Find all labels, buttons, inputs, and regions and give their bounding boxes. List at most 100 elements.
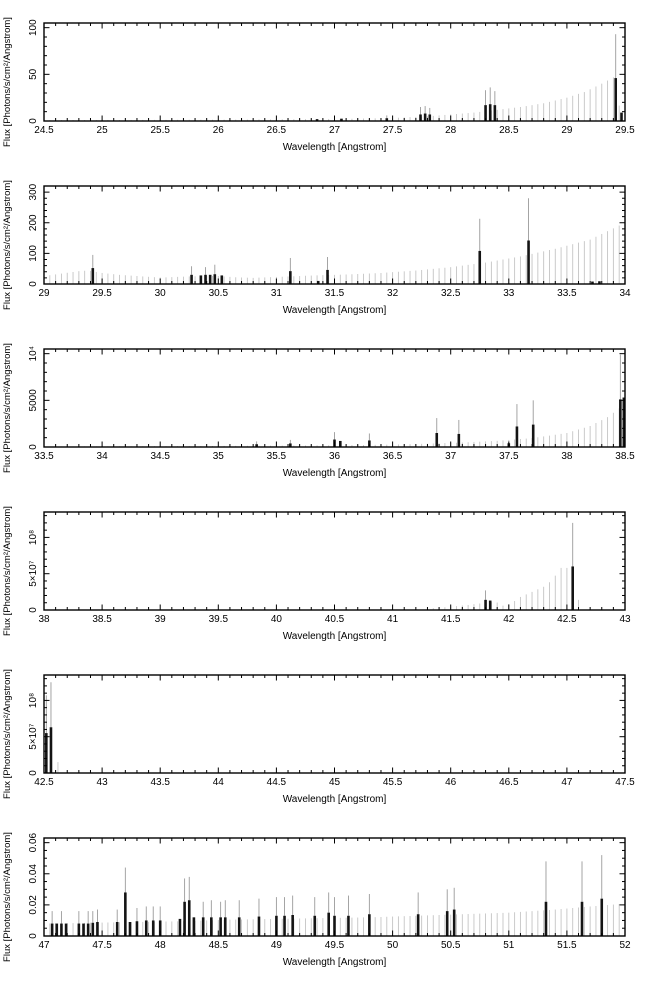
spectrum-panel-4: 38 38.5 39 39.5 40 40.5 41 41.5 42 42.5 43 0 5×10⁷ 10… [0, 492, 647, 655]
x-tick-label: 51 [503, 940, 515, 951]
x-tick-label: 38 [38, 614, 50, 625]
x-tick-label: 33.5 [34, 451, 54, 462]
x-tick-label: 34 [97, 451, 109, 462]
axes [43, 837, 626, 937]
model-line-comb [49, 77, 620, 121]
x-tick-label: 34.5 [150, 451, 170, 462]
x-tick-label: 42 [503, 614, 515, 625]
x-tick-label: 29.5 [92, 288, 112, 299]
axis-text: 38 38.5 39 39.5 40 40.5 41 41.5 42 42.5 43 0 5×10⁷ 10… [2, 506, 631, 642]
x-tick-label: 26.5 [267, 125, 287, 136]
y-tick-label: 5×10⁷ [28, 560, 39, 587]
x-tick-label: 32 [387, 288, 399, 299]
y-axis-label: Flux [Photons/s/cm²/Angstrom] [2, 506, 13, 636]
model-line-comb [427, 567, 579, 610]
spectrum-panel-1: 24.5 25 25.5 26 26.5 27 27.5 28 28.5 29 29.5 0 50 100… [0, 3, 647, 166]
x-tick-label: 42.5 [34, 777, 54, 788]
detected-line-bars [484, 566, 575, 610]
x-tick-label: 31 [271, 288, 283, 299]
x-tick-label: 44.5 [267, 777, 287, 788]
x-tick-label: 45.5 [383, 777, 403, 788]
x-tick-label: 31.5 [325, 288, 345, 299]
y-tick-label: 50 [28, 68, 39, 80]
error-bars [485, 522, 574, 600]
error-bars [51, 855, 603, 924]
x-tick-label: 45 [329, 777, 341, 788]
x-tick-label: 29 [561, 125, 573, 136]
axis-text: 33.5 34 34.5 35 35.5 36 36.5 37 37.5 38 38.5 0 5000 1… [2, 343, 635, 479]
error-bars [386, 34, 617, 119]
x-tick-label: 25.5 [150, 125, 170, 136]
x-tick-label: 37 [445, 451, 457, 462]
axes [43, 674, 626, 774]
x-tick-label: 40 [271, 614, 283, 625]
y-axis-label: Flux [Photons/s/cm²/Angstrom] [2, 832, 13, 962]
y-axis-label: Flux [Photons/s/cm²/Angstrom] [2, 343, 13, 473]
x-tick-label: 43.5 [150, 777, 170, 788]
x-tick-label: 39.5 [209, 614, 229, 625]
x-tick-label: 36.5 [383, 451, 403, 462]
x-tick-label: 37.5 [499, 451, 519, 462]
y-tick-label: 5×10⁷ [28, 723, 39, 750]
x-tick-label: 43 [619, 614, 631, 625]
x-tick-label: 29.5 [615, 125, 635, 136]
x-tick-label: 35.5 [267, 451, 287, 462]
y-tick-label: 0 [28, 118, 39, 124]
x-tick-label: 47 [561, 777, 573, 788]
axis-text: 29 29.5 30 30.5 31 31.5 32 32.5 33 33.5 34 0 100 200 3… [2, 180, 631, 316]
axis-text: 47 47.5 48 48.5 49 49.5 50 50.5 51 51.5 52 0 0.02 0.0… [2, 832, 631, 968]
x-tick-label: 51.5 [557, 940, 577, 951]
y-tick-label: 0.04 [28, 864, 39, 884]
axes [43, 22, 626, 122]
y-tick-label: 10⁸ [28, 693, 39, 708]
y-tick-label: 0 [28, 444, 39, 450]
x-tick-label: 27.5 [383, 125, 403, 136]
x-axis-label: Wavelength [Angstrom] [283, 794, 387, 805]
x-tick-label: 39 [155, 614, 167, 625]
x-tick-label: 29 [38, 288, 50, 299]
spectrum-plot-2: 29 29.5 30 30.5 31 31.5 32 32.5 33 33.5 34 0 100 200 3… [2, 180, 631, 316]
spectrum-plot-1: 24.5 25 25.5 26 26.5 27 27.5 28 28.5 29 29.5 0 50 100… [2, 17, 635, 153]
spectrum-plot-5: 42.5 43 43.5 44 44.5 45 45.5 46 46.5 47 47.5 0 5×10⁷… [2, 669, 635, 805]
x-tick-label: 43 [97, 777, 109, 788]
detected-line-bars [91, 240, 601, 284]
spectrum-panel-3: 33.5 34 34.5 35 35.5 36 36.5 37 37.5 38 38.5 0 5000 1… [0, 329, 647, 492]
x-tick-label: 52 [619, 940, 631, 951]
x-tick-label: 35 [213, 451, 225, 462]
x-tick-label: 48 [155, 940, 167, 951]
x-tick-label: 49 [271, 940, 283, 951]
y-tick-label: 5000 [28, 389, 39, 412]
x-tick-label: 27 [329, 125, 341, 136]
x-tick-label: 30 [155, 288, 167, 299]
x-tick-label: 41.5 [441, 614, 461, 625]
y-tick-label: 0 [28, 933, 39, 939]
x-tick-label: 38.5 [92, 614, 112, 625]
y-tick-label: 0 [28, 607, 39, 613]
spectrum-plot-4: 38 38.5 39 39.5 40 40.5 41 41.5 42 42.5 43 0 5×10⁷ 10… [2, 506, 631, 642]
model-line-comb [49, 225, 620, 284]
x-tick-label: 47.5 [615, 777, 635, 788]
axes [43, 511, 626, 611]
x-tick-label: 40.5 [325, 614, 345, 625]
y-tick-label: 10⁸ [28, 530, 39, 545]
x-tick-label: 26 [213, 125, 225, 136]
y-axis-label: Flux [Photons/s/cm²/Angstrom] [2, 669, 13, 799]
x-axis-label: Wavelength [Angstrom] [283, 468, 387, 479]
x-tick-label: 44 [213, 777, 225, 788]
axes [43, 348, 626, 448]
x-tick-label: 38.5 [615, 451, 635, 462]
x-tick-label: 48.5 [209, 940, 229, 951]
x-tick-label: 38 [561, 451, 573, 462]
x-tick-label: 50 [387, 940, 399, 951]
y-tick-label: 0 [28, 281, 39, 287]
model-line-comb [49, 904, 620, 936]
error-bars [92, 198, 530, 275]
error-bars [256, 354, 621, 445]
y-axis-label: Flux [Photons/s/cm²/Angstrom] [2, 17, 13, 147]
plot-frame [43, 674, 626, 774]
x-tick-label: 33.5 [557, 288, 577, 299]
y-tick-label: 100 [28, 245, 39, 262]
x-axis-label: Wavelength [Angstrom] [283, 631, 387, 642]
x-tick-label: 32.5 [441, 288, 461, 299]
